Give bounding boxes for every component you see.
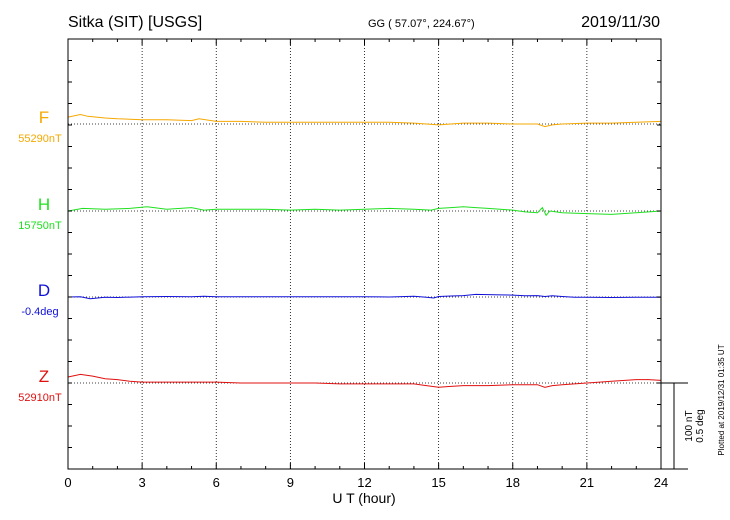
x-tick-label: 3 [139, 475, 146, 490]
scale-bar-deg: 0.5 deg [695, 409, 706, 442]
scale-bar: 100 nT 0.5 deg [661, 382, 706, 470]
trace-F [67, 113, 662, 128]
x-tick-label: 15 [431, 475, 445, 490]
series-name-Z: Z [39, 367, 49, 386]
x-tick-label: 9 [287, 475, 294, 490]
plot-frame [67, 38, 662, 470]
station-title: Sitka (SIT) [USGS] [68, 14, 202, 31]
series-baseline-D: -0.4deg [21, 306, 58, 318]
series-labels: F 55290nT H 15750nT D -0.4deg Z 52910nT [18, 108, 62, 404]
scale-bar-nt: 100 nT [684, 410, 695, 441]
date-label: 2019/11/30 [581, 14, 660, 31]
grid-lines [141, 39, 588, 469]
series-baseline-F: 55290nT [18, 133, 62, 145]
x-tick-label: 21 [580, 475, 594, 490]
x-tick-label: 0 [64, 475, 71, 490]
series-name-F: F [39, 108, 49, 127]
series-baseline-Z: 52910nT [18, 392, 62, 404]
trace-Z [67, 373, 662, 388]
trace-D [67, 293, 662, 300]
x-tick-label: 24 [654, 475, 668, 490]
station-coords: GG ( 57.07°, 224.67°) [368, 18, 475, 30]
series-name-H: H [38, 195, 50, 214]
x-tick-label: 12 [357, 475, 371, 490]
x-tick-label: 6 [213, 475, 220, 490]
series-baseline-H: 15750nT [18, 220, 62, 232]
series-name-D: D [38, 281, 50, 300]
x-tick-label: 18 [506, 475, 520, 490]
x-axis: 0 3 6 9 12 15 18 21 24 [64, 38, 668, 490]
trace-H [67, 206, 662, 217]
x-axis-label: U T (hour) [332, 490, 395, 506]
plotted-at-note: Plotted at 2019/12/31 01:35 UT [717, 344, 726, 455]
data-traces [67, 113, 662, 388]
